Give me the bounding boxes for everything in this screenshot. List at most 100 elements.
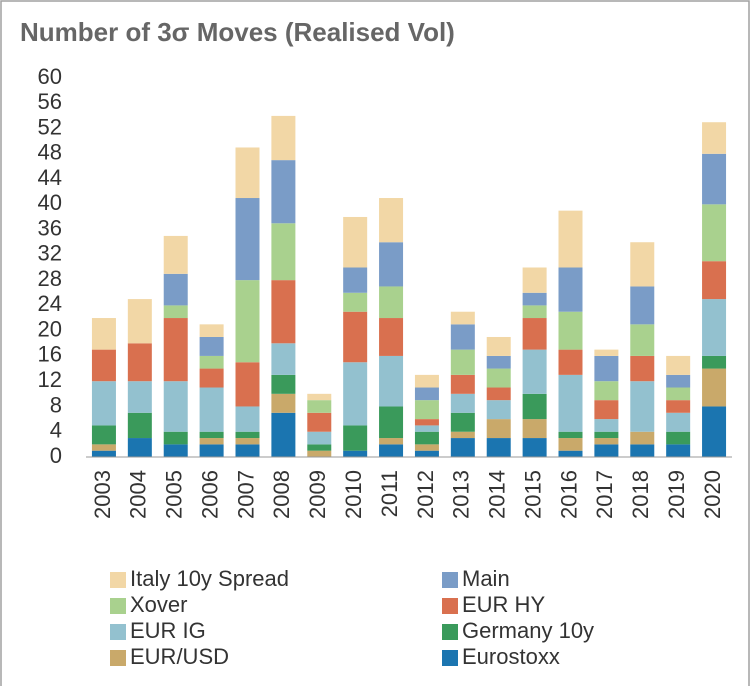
bar-segment	[235, 406, 260, 432]
bar-segment	[199, 438, 224, 445]
bar-segment	[558, 210, 583, 268]
bar-segment	[271, 343, 296, 375]
x-tick-label: 2009	[305, 470, 330, 519]
bar-segment	[630, 355, 655, 382]
bar-segment	[307, 400, 332, 413]
bar-segment	[343, 292, 368, 312]
bar-segment	[127, 412, 152, 439]
x-tick-label: 2016	[556, 470, 581, 519]
bar-segment	[486, 355, 511, 369]
bar-segment	[343, 267, 368, 293]
bar-segment	[414, 444, 439, 451]
bar-segment	[163, 444, 188, 457]
bar-segment	[235, 147, 260, 199]
bar-segment	[199, 355, 224, 369]
bar-segment	[235, 438, 260, 445]
x-tick-label: 2013	[449, 470, 474, 519]
bar-segment	[307, 444, 332, 451]
bar-segment	[522, 305, 547, 319]
bar-segment	[450, 438, 475, 457]
legend-swatch	[442, 572, 458, 588]
bar-segment	[127, 438, 152, 457]
bar-segment	[379, 355, 404, 407]
bar-segment	[630, 286, 655, 325]
bar-segment	[199, 336, 224, 356]
bar-segment	[702, 153, 727, 205]
legend-label: EUR HY	[462, 592, 545, 617]
bar-segment	[271, 115, 296, 161]
bar-segment	[702, 261, 727, 300]
bar-segment	[379, 444, 404, 457]
bar-segment	[702, 299, 727, 356]
bar-segment	[343, 425, 368, 451]
bar-segment	[91, 381, 116, 426]
y-tick-label: 48	[38, 140, 62, 165]
bar-segment	[630, 324, 655, 356]
bar-segment	[486, 368, 511, 388]
y-tick-label: 12	[38, 367, 62, 392]
bar-segment	[666, 444, 691, 457]
bar-segment	[235, 444, 260, 457]
x-tick-label: 2018	[628, 470, 653, 519]
legend-label: Xover	[130, 592, 187, 617]
bar-segment	[702, 204, 727, 262]
x-tick-label: 2015	[520, 470, 545, 519]
bar-segment	[307, 450, 332, 457]
y-tick-label: 16	[38, 342, 62, 367]
bar-segment	[702, 406, 727, 457]
bar-segment	[594, 349, 619, 356]
bar-segment	[522, 393, 547, 420]
x-tick-label: 2019	[664, 470, 689, 519]
legend-label: Eurostoxx	[462, 644, 560, 669]
x-tick-label: 2014	[485, 470, 510, 519]
bar-segment	[91, 318, 116, 350]
bar-segment	[522, 419, 547, 439]
bar-segment	[702, 355, 727, 369]
y-tick-label: 24	[38, 291, 62, 316]
bar-segment	[630, 242, 655, 287]
bar-segment	[594, 438, 619, 445]
bar-segment	[379, 286, 404, 319]
bar-segment	[127, 381, 152, 413]
bar-segment	[594, 431, 619, 439]
legend-label: EUR IG	[130, 618, 206, 643]
bar-segment	[271, 280, 296, 344]
bar-segment	[163, 318, 188, 382]
bar-segment	[594, 400, 619, 420]
y-tick-label: 8	[50, 392, 62, 417]
bar-segment	[163, 235, 188, 274]
bar-segment	[558, 311, 583, 350]
y-tick-label: 36	[38, 215, 62, 240]
bar-segment	[127, 299, 152, 344]
bar-segment	[307, 431, 332, 445]
bar-segment	[199, 431, 224, 439]
bar-segment	[594, 419, 619, 432]
bar-segment	[414, 425, 439, 432]
bar-segment	[414, 431, 439, 445]
bar-segment	[486, 438, 511, 457]
y-tick-label: 56	[38, 89, 62, 114]
bar-segment	[450, 393, 475, 413]
bar-segment	[666, 431, 691, 445]
y-tick-label: 4	[50, 418, 62, 443]
bar-segment	[163, 273, 188, 306]
bar-segment	[558, 431, 583, 439]
x-tick-label: 2011	[377, 470, 402, 517]
bar-segment	[486, 336, 511, 356]
y-tick-label: 0	[50, 443, 62, 468]
bar-segment	[450, 324, 475, 350]
bar-segment	[414, 387, 439, 401]
legend-swatch	[110, 572, 126, 588]
bar-segment	[414, 374, 439, 388]
bar-segment	[379, 242, 404, 287]
bar-segment	[91, 425, 116, 445]
bar-segment	[343, 311, 368, 363]
bar-segment	[558, 374, 583, 432]
bar-segment	[558, 349, 583, 375]
bar-segment	[558, 267, 583, 312]
bar-segment	[702, 368, 727, 407]
bar-segment	[379, 318, 404, 356]
bar-segment	[163, 381, 188, 432]
x-tick-label: 2010	[341, 470, 366, 519]
